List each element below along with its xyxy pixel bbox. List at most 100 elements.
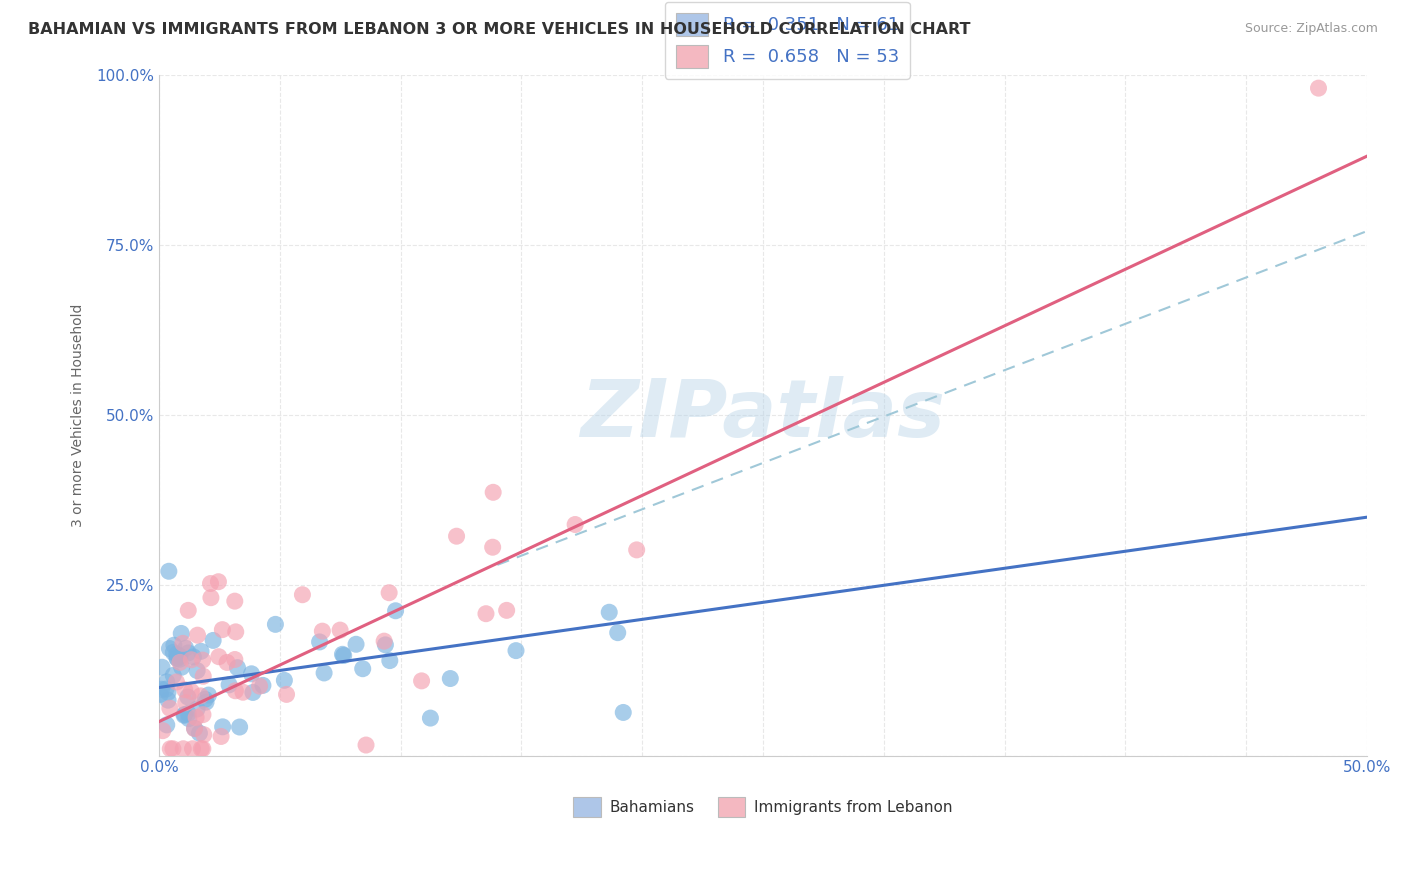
Point xyxy=(190,689,212,703)
Point xyxy=(166,651,188,665)
Point xyxy=(155,682,177,697)
Point xyxy=(170,660,193,674)
Point xyxy=(183,722,205,736)
Point xyxy=(332,648,354,662)
Point xyxy=(211,720,233,734)
Point xyxy=(598,605,620,619)
Point xyxy=(156,718,179,732)
Point xyxy=(215,656,238,670)
Point xyxy=(232,685,254,699)
Point xyxy=(224,594,246,608)
Point xyxy=(495,603,517,617)
Text: BAHAMIAN VS IMMIGRANTS FROM LEBANON 3 OR MORE VEHICLES IN HOUSEHOLD CORRELATION : BAHAMIAN VS IMMIGRANTS FROM LEBANON 3 OR… xyxy=(28,22,970,37)
Point xyxy=(225,624,247,639)
Point xyxy=(177,646,200,660)
Point xyxy=(169,656,191,670)
Point xyxy=(173,682,195,697)
Point xyxy=(166,675,188,690)
Point xyxy=(162,645,184,659)
Point xyxy=(166,651,188,665)
Point xyxy=(159,641,181,656)
Point xyxy=(228,720,250,734)
Point xyxy=(208,649,231,664)
Point xyxy=(384,604,406,618)
Point xyxy=(475,607,498,621)
Point xyxy=(314,665,336,680)
Point xyxy=(264,617,287,632)
Point xyxy=(183,649,205,664)
Point xyxy=(291,588,314,602)
Point xyxy=(186,664,208,678)
Point xyxy=(157,693,180,707)
Point xyxy=(169,649,191,664)
Point xyxy=(329,623,352,637)
Point xyxy=(156,674,179,689)
Point xyxy=(180,684,202,698)
Point xyxy=(378,585,401,599)
Point xyxy=(173,707,195,722)
Point xyxy=(183,722,205,736)
Point xyxy=(152,723,174,738)
Point xyxy=(273,673,295,688)
Point xyxy=(191,707,214,722)
Point xyxy=(184,710,207,724)
Point xyxy=(481,540,503,554)
Point xyxy=(169,652,191,666)
Point xyxy=(150,682,173,697)
Point xyxy=(186,628,208,642)
Point xyxy=(162,741,184,756)
Legend: Bahamians, Immigrants from Lebanon: Bahamians, Immigrants from Lebanon xyxy=(567,791,959,822)
Point xyxy=(612,706,634,720)
Point xyxy=(177,603,200,617)
Point xyxy=(150,660,173,674)
Point xyxy=(505,643,527,657)
Point xyxy=(332,648,354,663)
Point xyxy=(170,626,193,640)
Point xyxy=(482,485,505,500)
Point xyxy=(308,635,330,649)
Y-axis label: 3 or more Vehicles in Household: 3 or more Vehicles in Household xyxy=(72,303,86,527)
Point xyxy=(373,634,395,648)
Point xyxy=(276,687,298,701)
Point xyxy=(207,574,229,589)
Point xyxy=(177,690,200,704)
Point xyxy=(180,653,202,667)
Point xyxy=(197,688,219,702)
Point xyxy=(378,654,401,668)
Point xyxy=(419,711,441,725)
Point xyxy=(626,542,648,557)
Point xyxy=(226,661,249,675)
Point xyxy=(172,636,194,650)
Point xyxy=(156,685,179,699)
Point xyxy=(172,741,194,756)
Point xyxy=(446,529,468,543)
Point xyxy=(606,625,628,640)
Point xyxy=(166,647,188,661)
Point xyxy=(218,678,240,692)
Point xyxy=(200,591,222,605)
Point xyxy=(194,692,217,706)
Point xyxy=(564,517,586,532)
Point xyxy=(190,741,212,756)
Point xyxy=(163,638,186,652)
Point xyxy=(352,662,374,676)
Point xyxy=(193,728,215,742)
Text: ZIPatlas: ZIPatlas xyxy=(581,376,945,454)
Text: Source: ZipAtlas.com: Source: ZipAtlas.com xyxy=(1244,22,1378,36)
Point xyxy=(191,741,214,756)
Point xyxy=(173,708,195,723)
Point xyxy=(411,673,433,688)
Point xyxy=(200,576,222,591)
Point xyxy=(188,726,211,740)
Point xyxy=(181,741,204,756)
Point xyxy=(344,637,367,651)
Point xyxy=(193,669,215,683)
Point xyxy=(249,679,271,693)
Point xyxy=(374,638,396,652)
Point xyxy=(186,702,208,716)
Point xyxy=(190,644,212,658)
Point xyxy=(157,564,180,578)
Point xyxy=(191,653,214,667)
Point xyxy=(1308,81,1330,95)
Point xyxy=(439,672,461,686)
